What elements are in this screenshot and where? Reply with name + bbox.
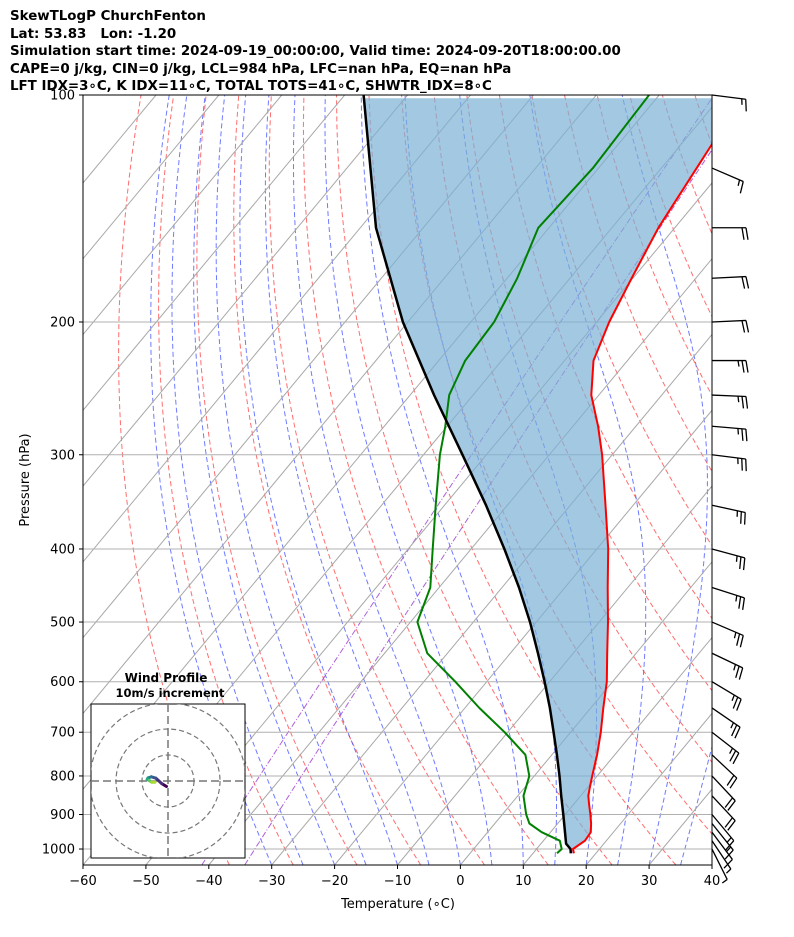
wind-barb bbox=[711, 454, 747, 472]
y-tick-label: 1000 bbox=[42, 843, 75, 858]
wind-barb bbox=[711, 823, 734, 860]
x-tick-label: −20 bbox=[321, 874, 348, 889]
cape-line: CAPE=0 j/kg, CIN=0 j/kg, LCL=984 hPa, LF… bbox=[10, 61, 512, 77]
isotherm bbox=[585, 712, 712, 865]
wind-barbs bbox=[711, 94, 750, 884]
x-tick-label: −40 bbox=[195, 874, 222, 889]
y-tick-label: 600 bbox=[50, 675, 75, 690]
dry-adiabat bbox=[760, 95, 794, 865]
x-tick-label: 20 bbox=[578, 874, 595, 889]
moist-adiabat bbox=[171, 95, 304, 865]
cape-cin-shading bbox=[363, 98, 712, 854]
location-line: Lat: 53.83 Lon: -1.20 bbox=[10, 26, 177, 42]
wind-barb bbox=[711, 319, 750, 333]
hodograph-title: Wind Profile bbox=[125, 671, 208, 685]
dry-adiabat bbox=[158, 95, 294, 865]
dry-adiabat bbox=[564, 95, 712, 473]
moist-adiabat bbox=[150, 95, 273, 865]
time-line: Simulation start time: 2024-09-19_00:00:… bbox=[10, 44, 621, 60]
wind-barb bbox=[711, 681, 742, 711]
x-tick-label: −30 bbox=[258, 874, 285, 889]
isotherm bbox=[83, 95, 220, 260]
moist-adiabat bbox=[529, 95, 647, 865]
wind-barb bbox=[711, 814, 735, 851]
hodograph-subtitle: 10m/s increment bbox=[116, 686, 225, 700]
moist-adiabat bbox=[360, 95, 524, 865]
wind-barb bbox=[711, 731, 740, 765]
y-tick-label: 400 bbox=[50, 542, 75, 557]
x-tick-label: −60 bbox=[69, 874, 96, 889]
wind-barb bbox=[712, 227, 749, 240]
isotherm bbox=[83, 95, 346, 412]
x-tick-label: −10 bbox=[384, 874, 411, 889]
isotherm bbox=[83, 95, 283, 336]
chart-title: SkewTLogP ChurchFenton bbox=[10, 9, 206, 24]
wind-barb bbox=[711, 167, 744, 194]
y-tick-label: 900 bbox=[50, 808, 75, 823]
temperature-line bbox=[572, 142, 712, 854]
y-tick-label: 200 bbox=[50, 315, 75, 330]
chart-header: SkewTLogP ChurchFenton Lat: 53.83 Lon: -1… bbox=[10, 8, 621, 96]
moist-adiabat bbox=[324, 95, 493, 865]
moist-adiabat bbox=[293, 95, 461, 865]
isotherm bbox=[334, 409, 712, 865]
wind-barb bbox=[711, 848, 728, 884]
isotherm bbox=[522, 636, 712, 865]
wind-barb bbox=[711, 94, 747, 112]
wind-barb bbox=[711, 275, 750, 289]
dry-adiabat bbox=[531, 95, 712, 547]
y-tick-label: 100 bbox=[50, 89, 75, 104]
plot-area bbox=[83, 95, 794, 865]
dry-adiabat bbox=[368, 95, 677, 865]
wind-barb bbox=[711, 504, 746, 525]
dry-adiabat bbox=[302, 95, 549, 865]
moist-adiabat bbox=[711, 863, 712, 865]
wind-barb bbox=[711, 775, 736, 811]
dewpoint-line bbox=[416, 95, 650, 855]
x-tick-label: −50 bbox=[132, 874, 159, 889]
x-tick-label: 40 bbox=[704, 874, 721, 889]
wind-barb bbox=[711, 831, 733, 869]
x-tick-label: 10 bbox=[515, 874, 532, 889]
wind-barb bbox=[711, 707, 741, 739]
wind-barb bbox=[711, 754, 738, 789]
y-tick-label: 300 bbox=[50, 448, 75, 463]
y-axis-label: Pressure (hPa) bbox=[18, 433, 33, 526]
wind-barb bbox=[711, 621, 744, 648]
moist-adiabat bbox=[193, 95, 336, 865]
isotherm bbox=[397, 485, 712, 865]
axes: −60 −50 −40 −30 −20 −10 0 10 20 30 40 1000 900 800 700… bbox=[42, 89, 720, 890]
isotherm bbox=[711, 864, 712, 865]
wind-barb bbox=[711, 652, 744, 680]
moist-adiabat bbox=[215, 95, 367, 865]
isotherm bbox=[83, 95, 471, 563]
y-tick-label: 500 bbox=[50, 616, 75, 631]
index-line: LFT IDX=3∘C, K IDX=11∘C, TOTAL TOTS=41∘C… bbox=[10, 79, 492, 95]
wind-barb bbox=[711, 394, 749, 409]
wind-barb bbox=[711, 586, 746, 610]
x-axis-label: Temperature (∘C) bbox=[340, 897, 455, 912]
x-tick-label: 0 bbox=[456, 874, 464, 889]
dry-adiabat bbox=[727, 95, 794, 865]
wind-barb bbox=[712, 359, 749, 373]
y-tick-label: 800 bbox=[50, 769, 75, 784]
moist-adiabat bbox=[264, 95, 430, 865]
wind-barb bbox=[711, 425, 748, 442]
parcel-path-line bbox=[362, 95, 573, 854]
wind-barb bbox=[711, 548, 746, 571]
moist-adiabat bbox=[621, 95, 708, 865]
wind-barb bbox=[711, 795, 736, 831]
isotherm bbox=[145, 182, 712, 865]
dry-adiabat bbox=[196, 95, 358, 865]
y-tick-label: 700 bbox=[50, 726, 75, 741]
dry-adiabat bbox=[694, 95, 712, 147]
isotherm bbox=[83, 95, 408, 487]
x-tick-label: 30 bbox=[641, 874, 658, 889]
